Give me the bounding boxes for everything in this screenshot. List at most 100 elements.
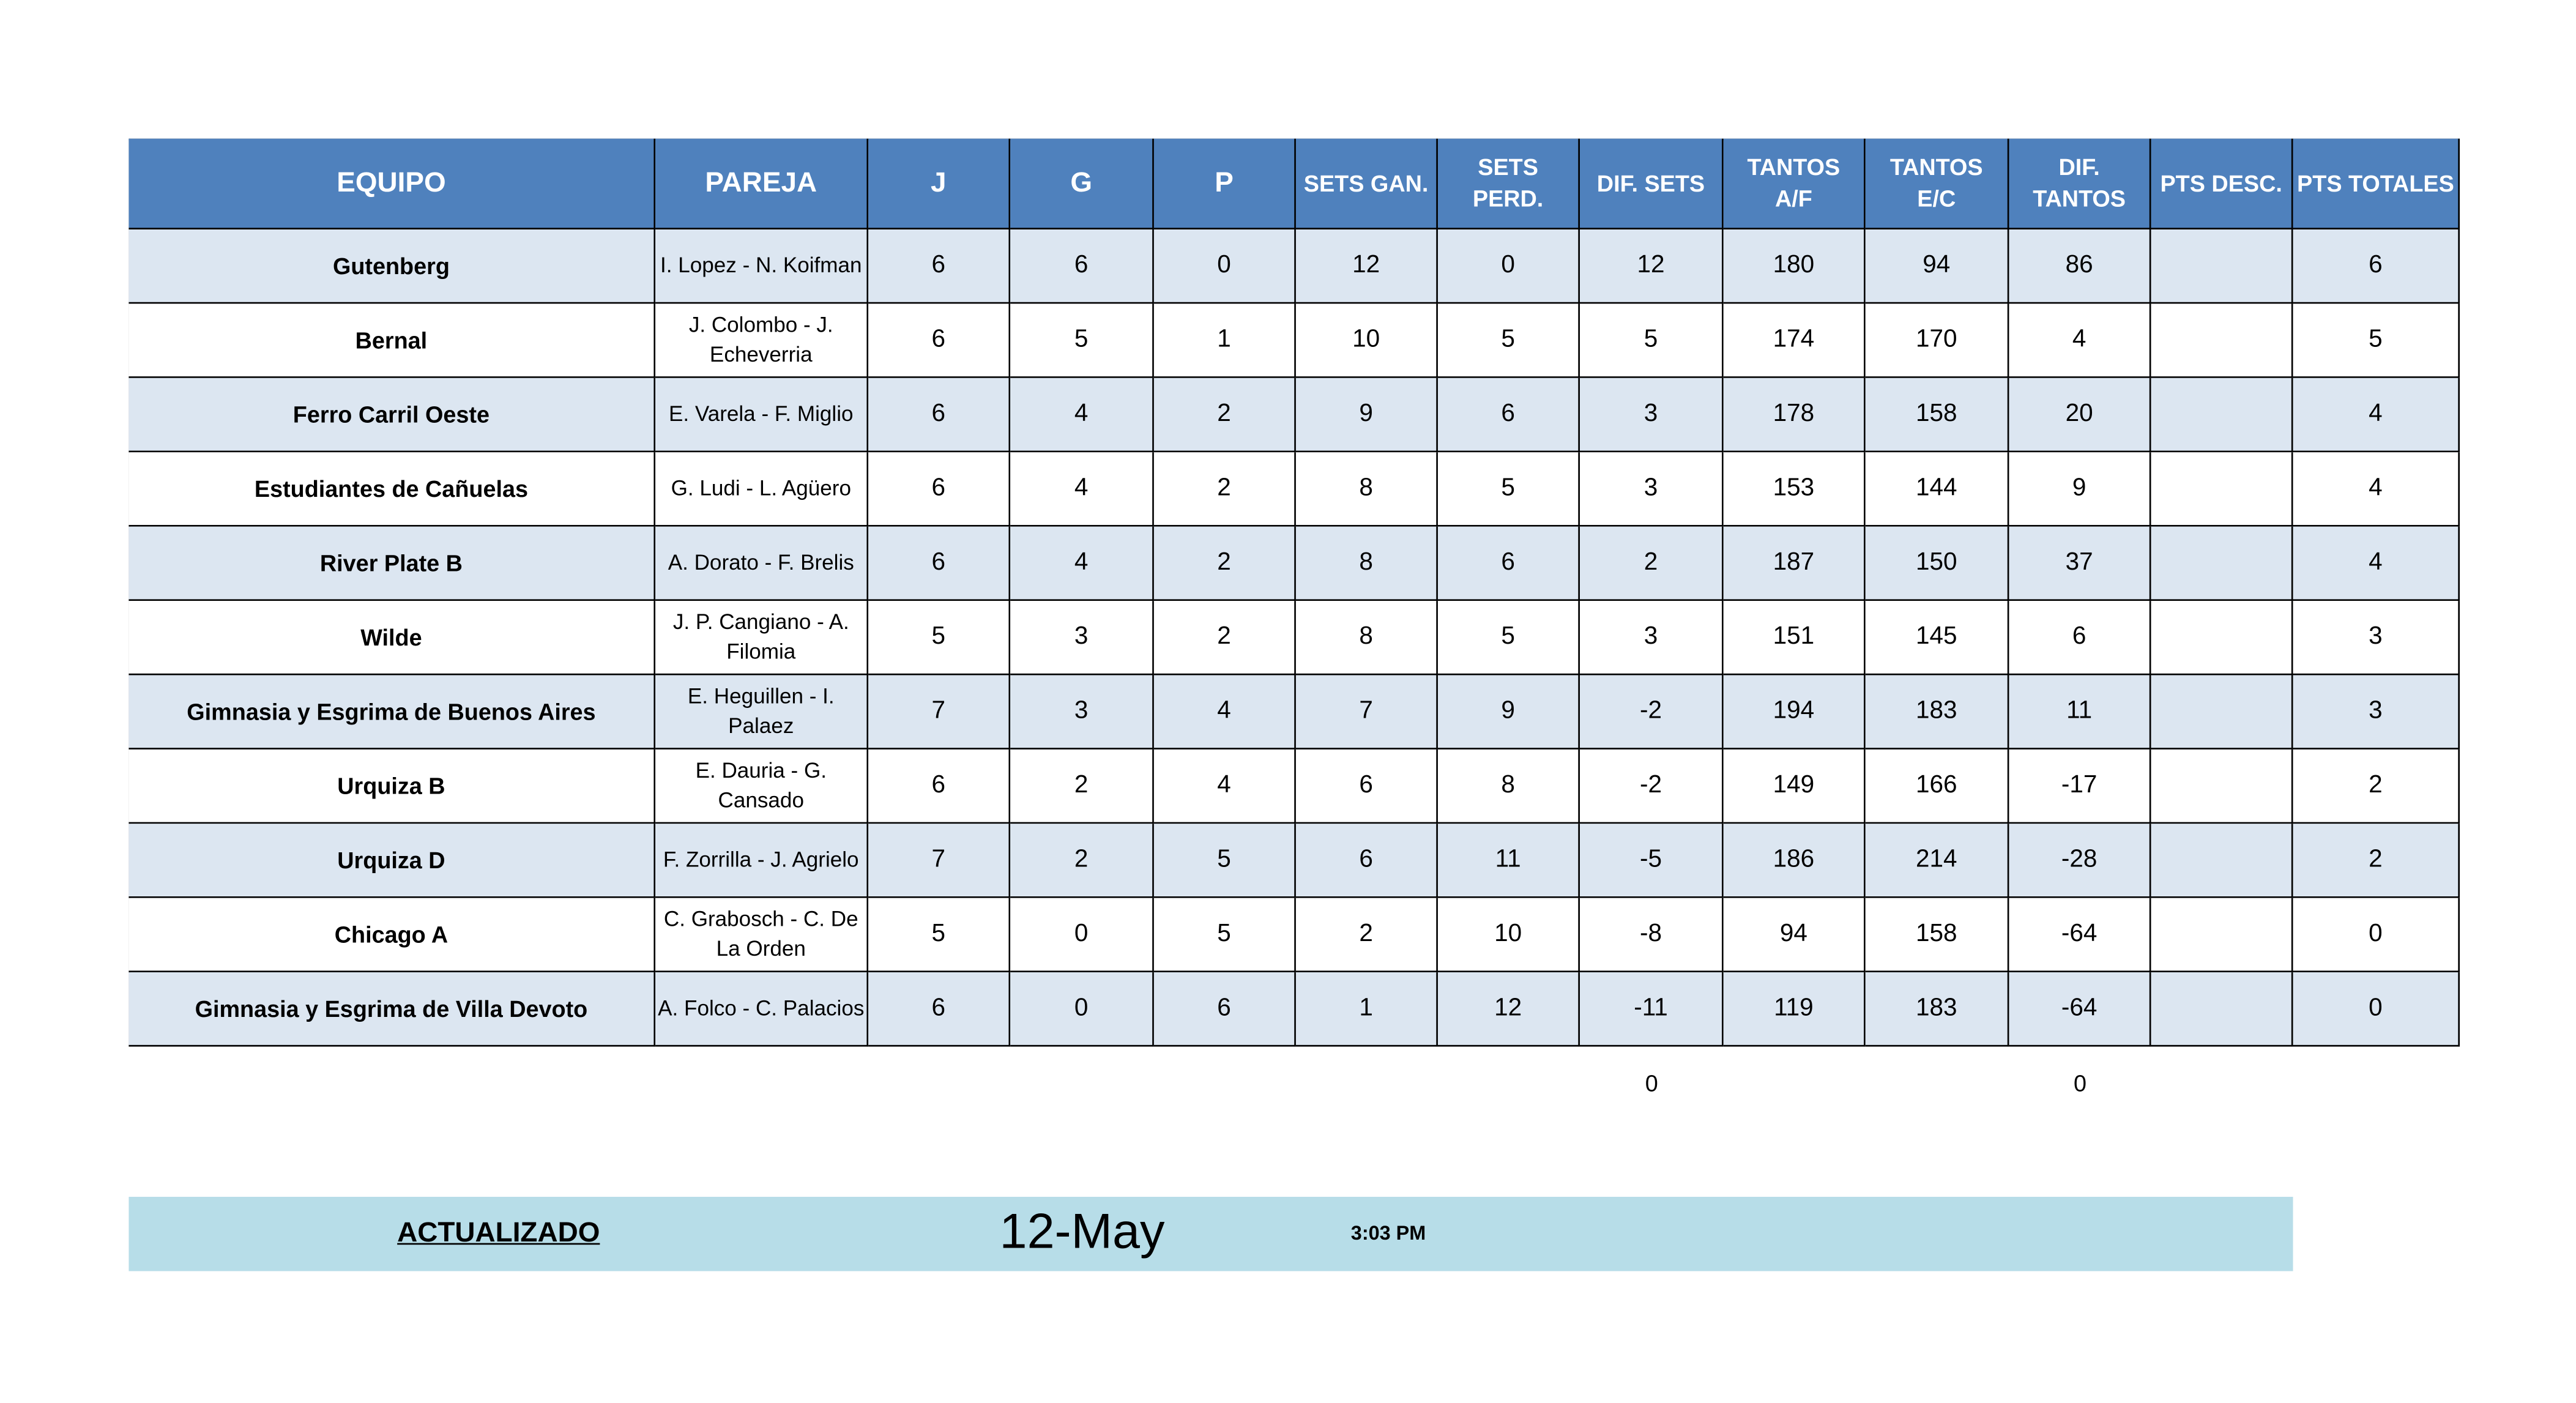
stat-cell: 4 <box>1010 452 1154 527</box>
stat-cell: 5 <box>1153 898 1296 973</box>
stat-cell: 9 <box>2009 452 2151 527</box>
stat-cell: 6 <box>868 972 1011 1047</box>
stat-cell: 166 <box>1865 749 2009 824</box>
stat-cell: 3 <box>1579 452 1724 527</box>
stat-cell: 12 <box>1295 229 1438 304</box>
stat-cell: 186 <box>1723 824 1866 898</box>
stat-cell: 151 <box>1723 601 1866 675</box>
pair-cell: A. Dorato - F. Brelis <box>655 526 869 601</box>
stat-cell <box>2151 972 2293 1047</box>
stat-cell: 9 <box>1295 378 1438 453</box>
header-cell: DIF. SETS <box>1579 138 1724 230</box>
stat-cell: 6 <box>1437 526 1580 601</box>
stat-cell: -2 <box>1579 675 1724 750</box>
stat-cell: 4 <box>1153 675 1296 750</box>
stat-cell: 86 <box>2009 229 2151 304</box>
total-cell: 0 <box>1645 1070 1658 1096</box>
stat-cell: 94 <box>1723 898 1866 973</box>
stat-cell: 214 <box>1865 824 2009 898</box>
header-cell: SETS GAN. <box>1295 138 1438 230</box>
pair-cell: E. Heguillen - I. Palaez <box>655 675 869 750</box>
header-cell: EQUIPO <box>128 138 656 230</box>
stat-cell: 0 <box>1153 229 1296 304</box>
footer-date: 12-May <box>999 1205 1165 1260</box>
footer-band <box>128 1197 2293 1271</box>
stat-cell: 0 <box>2293 898 2460 973</box>
stat-cell: 6 <box>1153 972 1296 1047</box>
footer-time: 3:03 PM <box>1350 1222 1426 1246</box>
stat-cell: 6 <box>868 378 1011 453</box>
stat-cell: 2 <box>1010 824 1154 898</box>
total-cell: 0 <box>2073 1070 2086 1096</box>
stat-cell: 1 <box>1295 972 1438 1047</box>
stat-cell: 10 <box>1295 303 1438 378</box>
team-cell: Bernal <box>128 303 656 378</box>
stat-cell: -64 <box>2009 972 2151 1047</box>
stat-cell: 0 <box>1010 972 1154 1047</box>
stat-cell: 20 <box>2009 378 2151 453</box>
stat-cell: 180 <box>1723 229 1866 304</box>
stat-cell: -11 <box>1579 972 1724 1047</box>
team-cell: Chicago A <box>128 898 656 973</box>
pair-cell: J. Colombo - J. Echeverria <box>655 303 869 378</box>
stat-cell: 5 <box>1010 303 1154 378</box>
stat-cell: 158 <box>1865 378 2009 453</box>
stat-cell: 178 <box>1723 378 1866 453</box>
team-cell: River Plate B <box>128 526 656 601</box>
stat-cell <box>2151 303 2293 378</box>
stat-cell: -64 <box>2009 898 2151 973</box>
stat-cell <box>2151 378 2293 453</box>
stat-cell: 183 <box>1865 972 2009 1047</box>
pair-cell: J. P. Cangiano - A. Filomia <box>655 601 869 675</box>
pair-cell: C. Grabosch - C. De La Orden <box>655 898 869 973</box>
stat-cell: 144 <box>1865 452 2009 527</box>
stat-cell <box>2151 229 2293 304</box>
team-cell: Urquiza D <box>128 824 656 898</box>
stat-cell: 174 <box>1723 303 1866 378</box>
stat-cell: 119 <box>1723 972 1866 1047</box>
stat-cell: 12 <box>1437 972 1580 1047</box>
stat-cell <box>2151 675 2293 750</box>
stat-cell: -8 <box>1579 898 1724 973</box>
stat-cell <box>2151 452 2293 527</box>
stat-cell: 4 <box>2293 378 2460 453</box>
stat-cell: 12 <box>1579 229 1724 304</box>
stat-cell: 6 <box>2009 601 2151 675</box>
stat-cell: 4 <box>1153 749 1296 824</box>
stat-cell: 4 <box>1010 526 1154 601</box>
stat-cell: 7 <box>868 824 1011 898</box>
stat-cell: 149 <box>1723 749 1866 824</box>
stat-cell: 2 <box>1010 749 1154 824</box>
footer-label: ACTUALIZADO <box>397 1216 600 1248</box>
header-cell: PAREJA <box>655 138 869 230</box>
stat-cell: 6 <box>1295 749 1438 824</box>
header-cell: PTS TOTALES <box>2293 138 2460 230</box>
stat-cell: 0 <box>2293 972 2460 1047</box>
pair-cell: F. Zorrilla - J. Agrielo <box>655 824 869 898</box>
pair-cell: E. Varela - F. Miglio <box>655 378 869 453</box>
team-cell: Ferro Carril Oeste <box>128 378 656 453</box>
stat-cell: 5 <box>1579 303 1724 378</box>
header-cell: TANTOS E/C <box>1865 138 2009 230</box>
stat-cell: 5 <box>1437 303 1580 378</box>
stat-cell: 11 <box>1437 824 1580 898</box>
stat-cell: 158 <box>1865 898 2009 973</box>
stat-cell: 10 <box>1437 898 1580 973</box>
stat-cell: 3 <box>1010 601 1154 675</box>
stat-cell: -17 <box>2009 749 2151 824</box>
stat-cell: 6 <box>868 452 1011 527</box>
stat-cell: 2 <box>1153 452 1296 527</box>
header-cell: DIF. TANTOS <box>2009 138 2151 230</box>
header-cell: J <box>868 138 1011 230</box>
stat-cell <box>2151 749 2293 824</box>
stat-cell: 5 <box>1153 824 1296 898</box>
team-cell: Urquiza B <box>128 749 656 824</box>
stat-cell: -5 <box>1579 824 1724 898</box>
stat-cell: 2 <box>1153 378 1296 453</box>
stat-cell: 5 <box>1437 452 1580 527</box>
stat-cell: 2 <box>2293 749 2460 824</box>
stat-cell: 5 <box>868 601 1011 675</box>
stat-cell: 2 <box>2293 824 2460 898</box>
stat-cell: 6 <box>2293 229 2460 304</box>
stat-cell: 187 <box>1723 526 1866 601</box>
